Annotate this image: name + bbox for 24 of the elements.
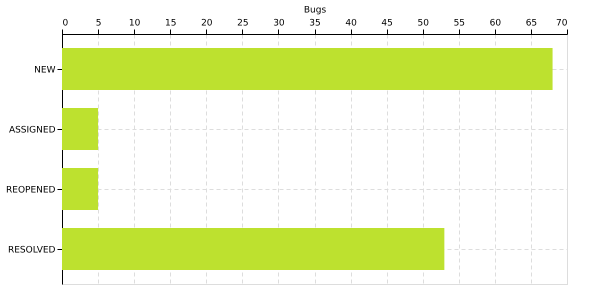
x-tick-label: 35 [309,18,321,28]
x-tick-label: 20 [201,18,213,28]
x-tick-label: 25 [237,18,249,28]
x-axis-title: Bugs [304,6,326,16]
x-tick-label: 70 [556,18,568,28]
bar [62,48,553,90]
y-tick-label: NEW [34,66,56,76]
x-tick-label: 15 [164,18,176,28]
x-tick-label: 10 [128,18,141,28]
bar [62,228,444,270]
x-tick-label: 50 [417,18,430,28]
x-tick-label: 45 [381,18,393,28]
x-tick-label: 60 [490,18,502,28]
x-tick-label: 5 [96,18,102,28]
y-tick-label: RESOLVED [8,246,56,256]
x-tick-label: 55 [454,18,466,28]
x-tick-label: 40 [345,18,358,28]
x-tick-label: 30 [273,18,285,28]
x-tick-label: 65 [526,18,538,28]
x-tick-label: 0 [62,18,68,28]
bar [62,168,98,210]
y-tick-label: ASSIGNED [8,126,56,136]
bar [62,108,98,150]
y-tick-label: REOPENED [6,186,56,196]
